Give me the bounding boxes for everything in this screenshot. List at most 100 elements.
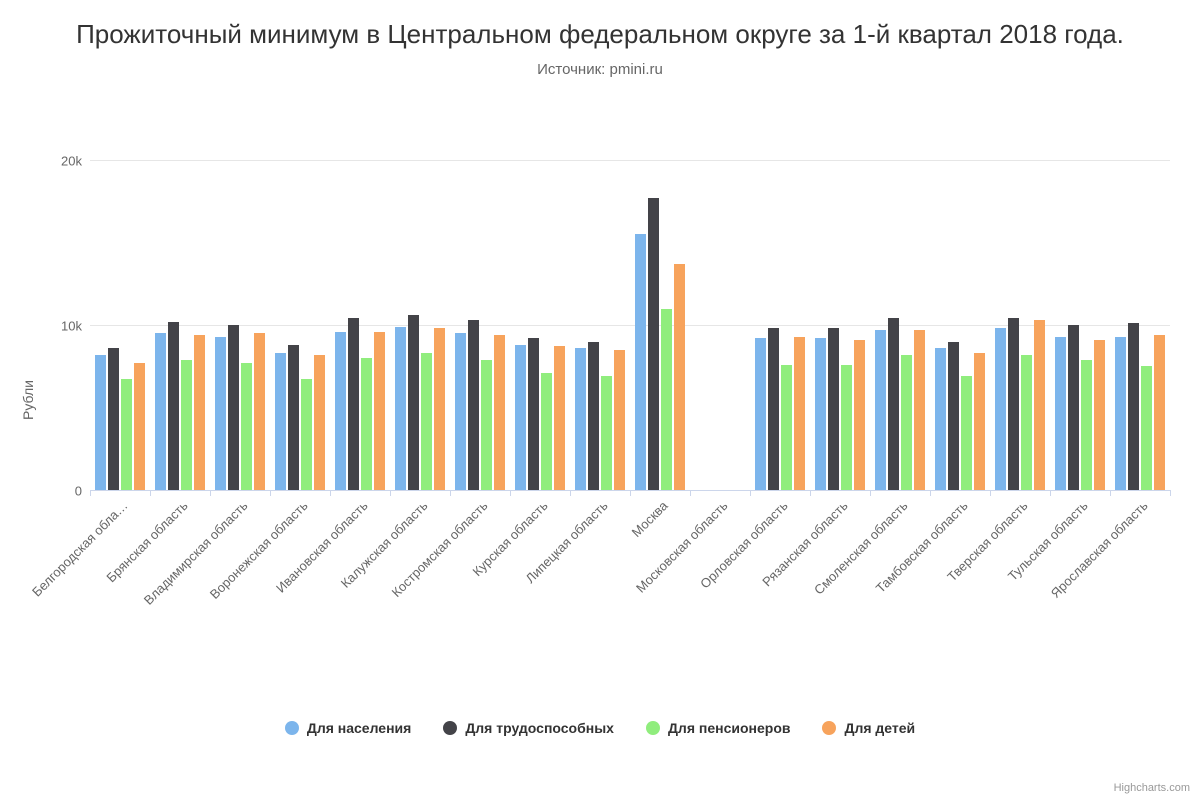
x-axis-labels: Белгородская обла…Брянская областьВладим… xyxy=(90,498,1170,718)
bar[interactable] xyxy=(481,360,492,490)
bar[interactable] xyxy=(674,264,685,490)
bar[interactable] xyxy=(314,355,325,490)
x-axis-tick xyxy=(990,490,991,496)
bar[interactable] xyxy=(1081,360,1092,490)
bar[interactable] xyxy=(395,327,406,490)
bar[interactable] xyxy=(961,376,972,490)
bar[interactable] xyxy=(494,335,505,490)
bar[interactable] xyxy=(888,318,899,490)
bar-group xyxy=(330,160,390,490)
bar[interactable] xyxy=(408,315,419,490)
x-label-slot: Калужская область xyxy=(390,498,450,718)
x-axis-tick xyxy=(450,490,451,496)
x-axis-tick-label: Белгородская обла… xyxy=(29,498,131,600)
bar[interactable] xyxy=(254,333,265,490)
bar-groups xyxy=(90,160,1170,490)
bar[interactable] xyxy=(1154,335,1165,490)
bar[interactable] xyxy=(108,348,119,490)
credits-link[interactable]: Highcharts.com xyxy=(1114,782,1190,794)
chart-subtitle: Источник: pmini.ru xyxy=(0,61,1200,78)
legend-item[interactable]: Для пенсионеров xyxy=(646,720,791,736)
bar[interactable] xyxy=(1141,366,1152,490)
bar[interactable] xyxy=(168,322,179,490)
bar[interactable] xyxy=(1068,325,1079,490)
bar[interactable] xyxy=(348,318,359,490)
bar[interactable] xyxy=(781,365,792,490)
bar[interactable] xyxy=(335,332,346,490)
bar[interactable] xyxy=(948,342,959,491)
bar[interactable] xyxy=(468,320,479,490)
bar[interactable] xyxy=(134,363,145,490)
bar-group xyxy=(990,160,1050,490)
bars xyxy=(635,160,685,490)
bar[interactable] xyxy=(841,365,852,490)
bar[interactable] xyxy=(554,346,565,490)
legend-item[interactable]: Для трудоспособных xyxy=(443,720,614,736)
bar[interactable] xyxy=(935,348,946,490)
bar[interactable] xyxy=(601,376,612,490)
bar[interactable] xyxy=(1094,340,1105,490)
bar[interactable] xyxy=(794,337,805,490)
bar[interactable] xyxy=(241,363,252,490)
bar[interactable] xyxy=(901,355,912,490)
bar[interactable] xyxy=(434,328,445,490)
bar[interactable] xyxy=(661,309,672,491)
bar[interactable] xyxy=(275,353,286,490)
x-axis-tick xyxy=(930,490,931,496)
bar[interactable] xyxy=(768,328,779,490)
x-axis-tick xyxy=(630,490,631,496)
legend-swatch-icon xyxy=(646,721,660,735)
bar[interactable] xyxy=(528,338,539,490)
bar[interactable] xyxy=(215,337,226,490)
legend-item[interactable]: Для детей xyxy=(822,720,915,736)
bar[interactable] xyxy=(815,338,826,490)
bar[interactable] xyxy=(1021,355,1032,490)
bar[interactable] xyxy=(648,198,659,490)
bar[interactable] xyxy=(995,328,1006,490)
bar[interactable] xyxy=(421,353,432,490)
x-axis-tick xyxy=(150,490,151,496)
bar[interactable] xyxy=(635,234,646,490)
y-axis-tick-label: 20k xyxy=(61,154,82,169)
legend-swatch-icon xyxy=(822,721,836,735)
bar[interactable] xyxy=(974,353,985,490)
bar[interactable] xyxy=(515,345,526,490)
bar[interactable] xyxy=(1128,323,1139,490)
legend-item[interactable]: Для населения xyxy=(285,720,411,736)
bar[interactable] xyxy=(95,355,106,490)
bar[interactable] xyxy=(1034,320,1045,490)
bar[interactable] xyxy=(541,373,552,490)
bar[interactable] xyxy=(588,342,599,491)
x-axis-tick xyxy=(510,490,511,496)
bar[interactable] xyxy=(1008,318,1019,490)
bar[interactable] xyxy=(575,348,586,490)
bar[interactable] xyxy=(1055,337,1066,490)
x-label-slot: Московская область xyxy=(690,498,750,718)
bar[interactable] xyxy=(875,330,886,490)
bar[interactable] xyxy=(228,325,239,490)
legend-label: Для трудоспособных xyxy=(465,720,614,736)
bars xyxy=(95,160,145,490)
bar-group xyxy=(930,160,990,490)
bar[interactable] xyxy=(374,332,385,490)
plot-area: 010k20k xyxy=(90,160,1170,490)
bar[interactable] xyxy=(181,360,192,490)
bar-group xyxy=(810,160,870,490)
y-axis-title: Рубли xyxy=(18,0,38,800)
bar[interactable] xyxy=(301,379,312,490)
bar[interactable] xyxy=(854,340,865,490)
bars xyxy=(215,160,265,490)
bar[interactable] xyxy=(828,328,839,490)
bar[interactable] xyxy=(121,379,132,490)
bar[interactable] xyxy=(914,330,925,490)
bar[interactable] xyxy=(288,345,299,490)
x-axis-tick xyxy=(750,490,751,496)
x-axis-tick xyxy=(1110,490,1111,496)
bar[interactable] xyxy=(755,338,766,490)
bar[interactable] xyxy=(194,335,205,490)
bar[interactable] xyxy=(614,350,625,490)
bar[interactable] xyxy=(361,358,372,490)
bar[interactable] xyxy=(155,333,166,490)
bar[interactable] xyxy=(1115,337,1126,490)
bar[interactable] xyxy=(455,333,466,490)
